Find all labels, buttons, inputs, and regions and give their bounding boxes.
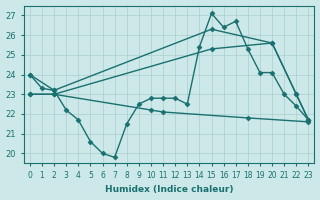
- X-axis label: Humidex (Indice chaleur): Humidex (Indice chaleur): [105, 185, 233, 194]
